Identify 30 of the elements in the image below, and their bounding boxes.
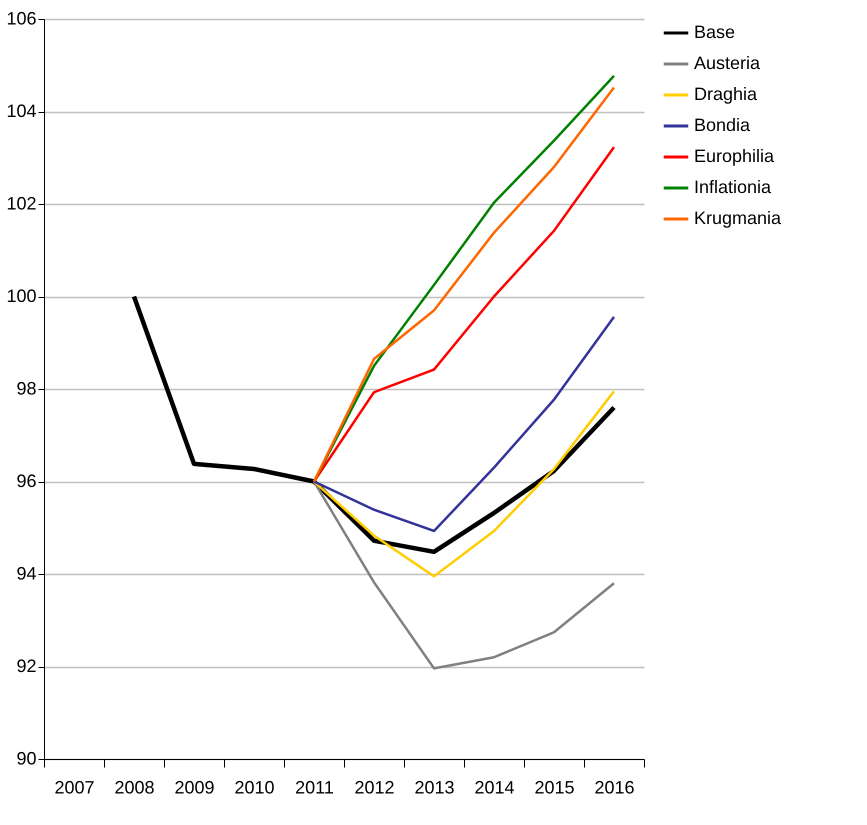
- x-tick-label: 2013: [414, 778, 455, 798]
- y-tick-label: 98: [16, 378, 36, 398]
- legend-label: Draghia: [694, 84, 758, 104]
- x-tick-label: 2014: [474, 778, 515, 798]
- y-tick-label: 100: [6, 286, 36, 306]
- x-tick-label: 2011: [295, 778, 334, 798]
- x-tick-label: 2016: [594, 778, 635, 798]
- y-tick-label: 90: [16, 748, 36, 768]
- legend-label: Europhilia: [694, 146, 776, 166]
- line-series: [312, 480, 616, 670]
- x-tick-label: 2015: [534, 778, 575, 798]
- x-tick-label: 2007: [54, 778, 95, 798]
- line-series: [312, 390, 616, 578]
- line-series: [312, 316, 616, 532]
- legend-label: Krugmania: [694, 208, 782, 228]
- x-tick-label: 2009: [174, 778, 215, 798]
- legend-label: Base: [694, 22, 736, 42]
- x-tick-label: 2008: [114, 778, 155, 798]
- legend-label: Bondia: [694, 115, 752, 135]
- line-series: [132, 294, 616, 554]
- y-tick-label: 102: [6, 194, 36, 214]
- legend-label: Austeria: [694, 53, 762, 73]
- y-tick-label: 96: [16, 471, 36, 491]
- x-tick-label: 2010: [234, 778, 275, 798]
- x-tick-label: 2012: [354, 778, 395, 798]
- y-tick-label: 92: [16, 656, 36, 676]
- y-tick-label: 106: [6, 8, 36, 28]
- legend-label: Inflationia: [694, 177, 772, 197]
- y-tick-label: 104: [6, 101, 36, 121]
- y-tick-label: 94: [16, 564, 36, 584]
